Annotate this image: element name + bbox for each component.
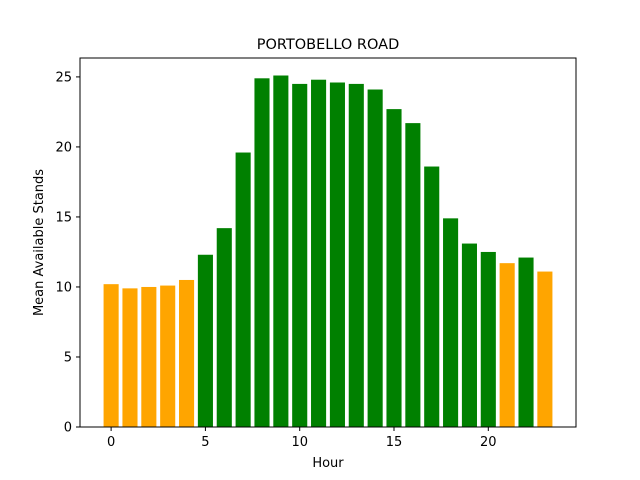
y-tick-label: 20 — [55, 140, 72, 155]
plot-frame — [79, 57, 577, 428]
bar-hour-0 — [103, 284, 119, 427]
x-tick-label: 5 — [201, 435, 209, 450]
y-tick-label: 0 — [64, 421, 72, 436]
bar-hour-16 — [405, 123, 421, 427]
bar-hour-8 — [254, 78, 270, 427]
bar-hour-20 — [480, 251, 496, 427]
bar-hour-18 — [443, 218, 459, 427]
bar-hour-5 — [197, 254, 213, 427]
bar-hour-2 — [141, 286, 157, 427]
bar-hour-11 — [311, 79, 327, 428]
y-tick-label: 5 — [64, 350, 72, 365]
bar-hour-19 — [461, 243, 477, 427]
bar-hour-9 — [273, 75, 289, 427]
bar-hour-10 — [292, 83, 308, 428]
bar-hour-15 — [386, 109, 402, 427]
bar-hour-14 — [367, 89, 383, 427]
y-axis-label: Mean Available Stands — [32, 169, 47, 316]
x-tick-label: 15 — [386, 435, 403, 450]
bar-hour-21 — [499, 263, 515, 427]
x-tick-label: 20 — [480, 435, 497, 450]
bar-hour-6 — [216, 228, 232, 427]
x-tick-label: 0 — [107, 435, 115, 450]
bars — [103, 75, 553, 428]
bar-hour-4 — [179, 279, 195, 427]
y-tick-label: 15 — [55, 210, 72, 225]
bar-hour-7 — [235, 152, 251, 427]
bar-hour-22 — [518, 257, 534, 427]
x-tick-label: 10 — [291, 435, 308, 450]
y-tick-label: 25 — [55, 70, 72, 85]
x-axis-ticks: 0 5 10 15 20 — [107, 427, 497, 450]
bar-hour-13 — [348, 83, 364, 428]
x-axis-label: Hour — [312, 456, 344, 471]
chart-title: PORTOBELLO ROAD — [257, 37, 400, 53]
bar-hour-23 — [537, 271, 553, 427]
bar-hour-17 — [424, 166, 440, 427]
bar-hour-1 — [122, 288, 138, 427]
bar-hour-12 — [329, 82, 345, 427]
y-axis-ticks: 0 5 10 15 20 25 — [55, 70, 80, 436]
y-tick-label: 10 — [55, 280, 72, 295]
bar-hour-3 — [160, 285, 176, 427]
